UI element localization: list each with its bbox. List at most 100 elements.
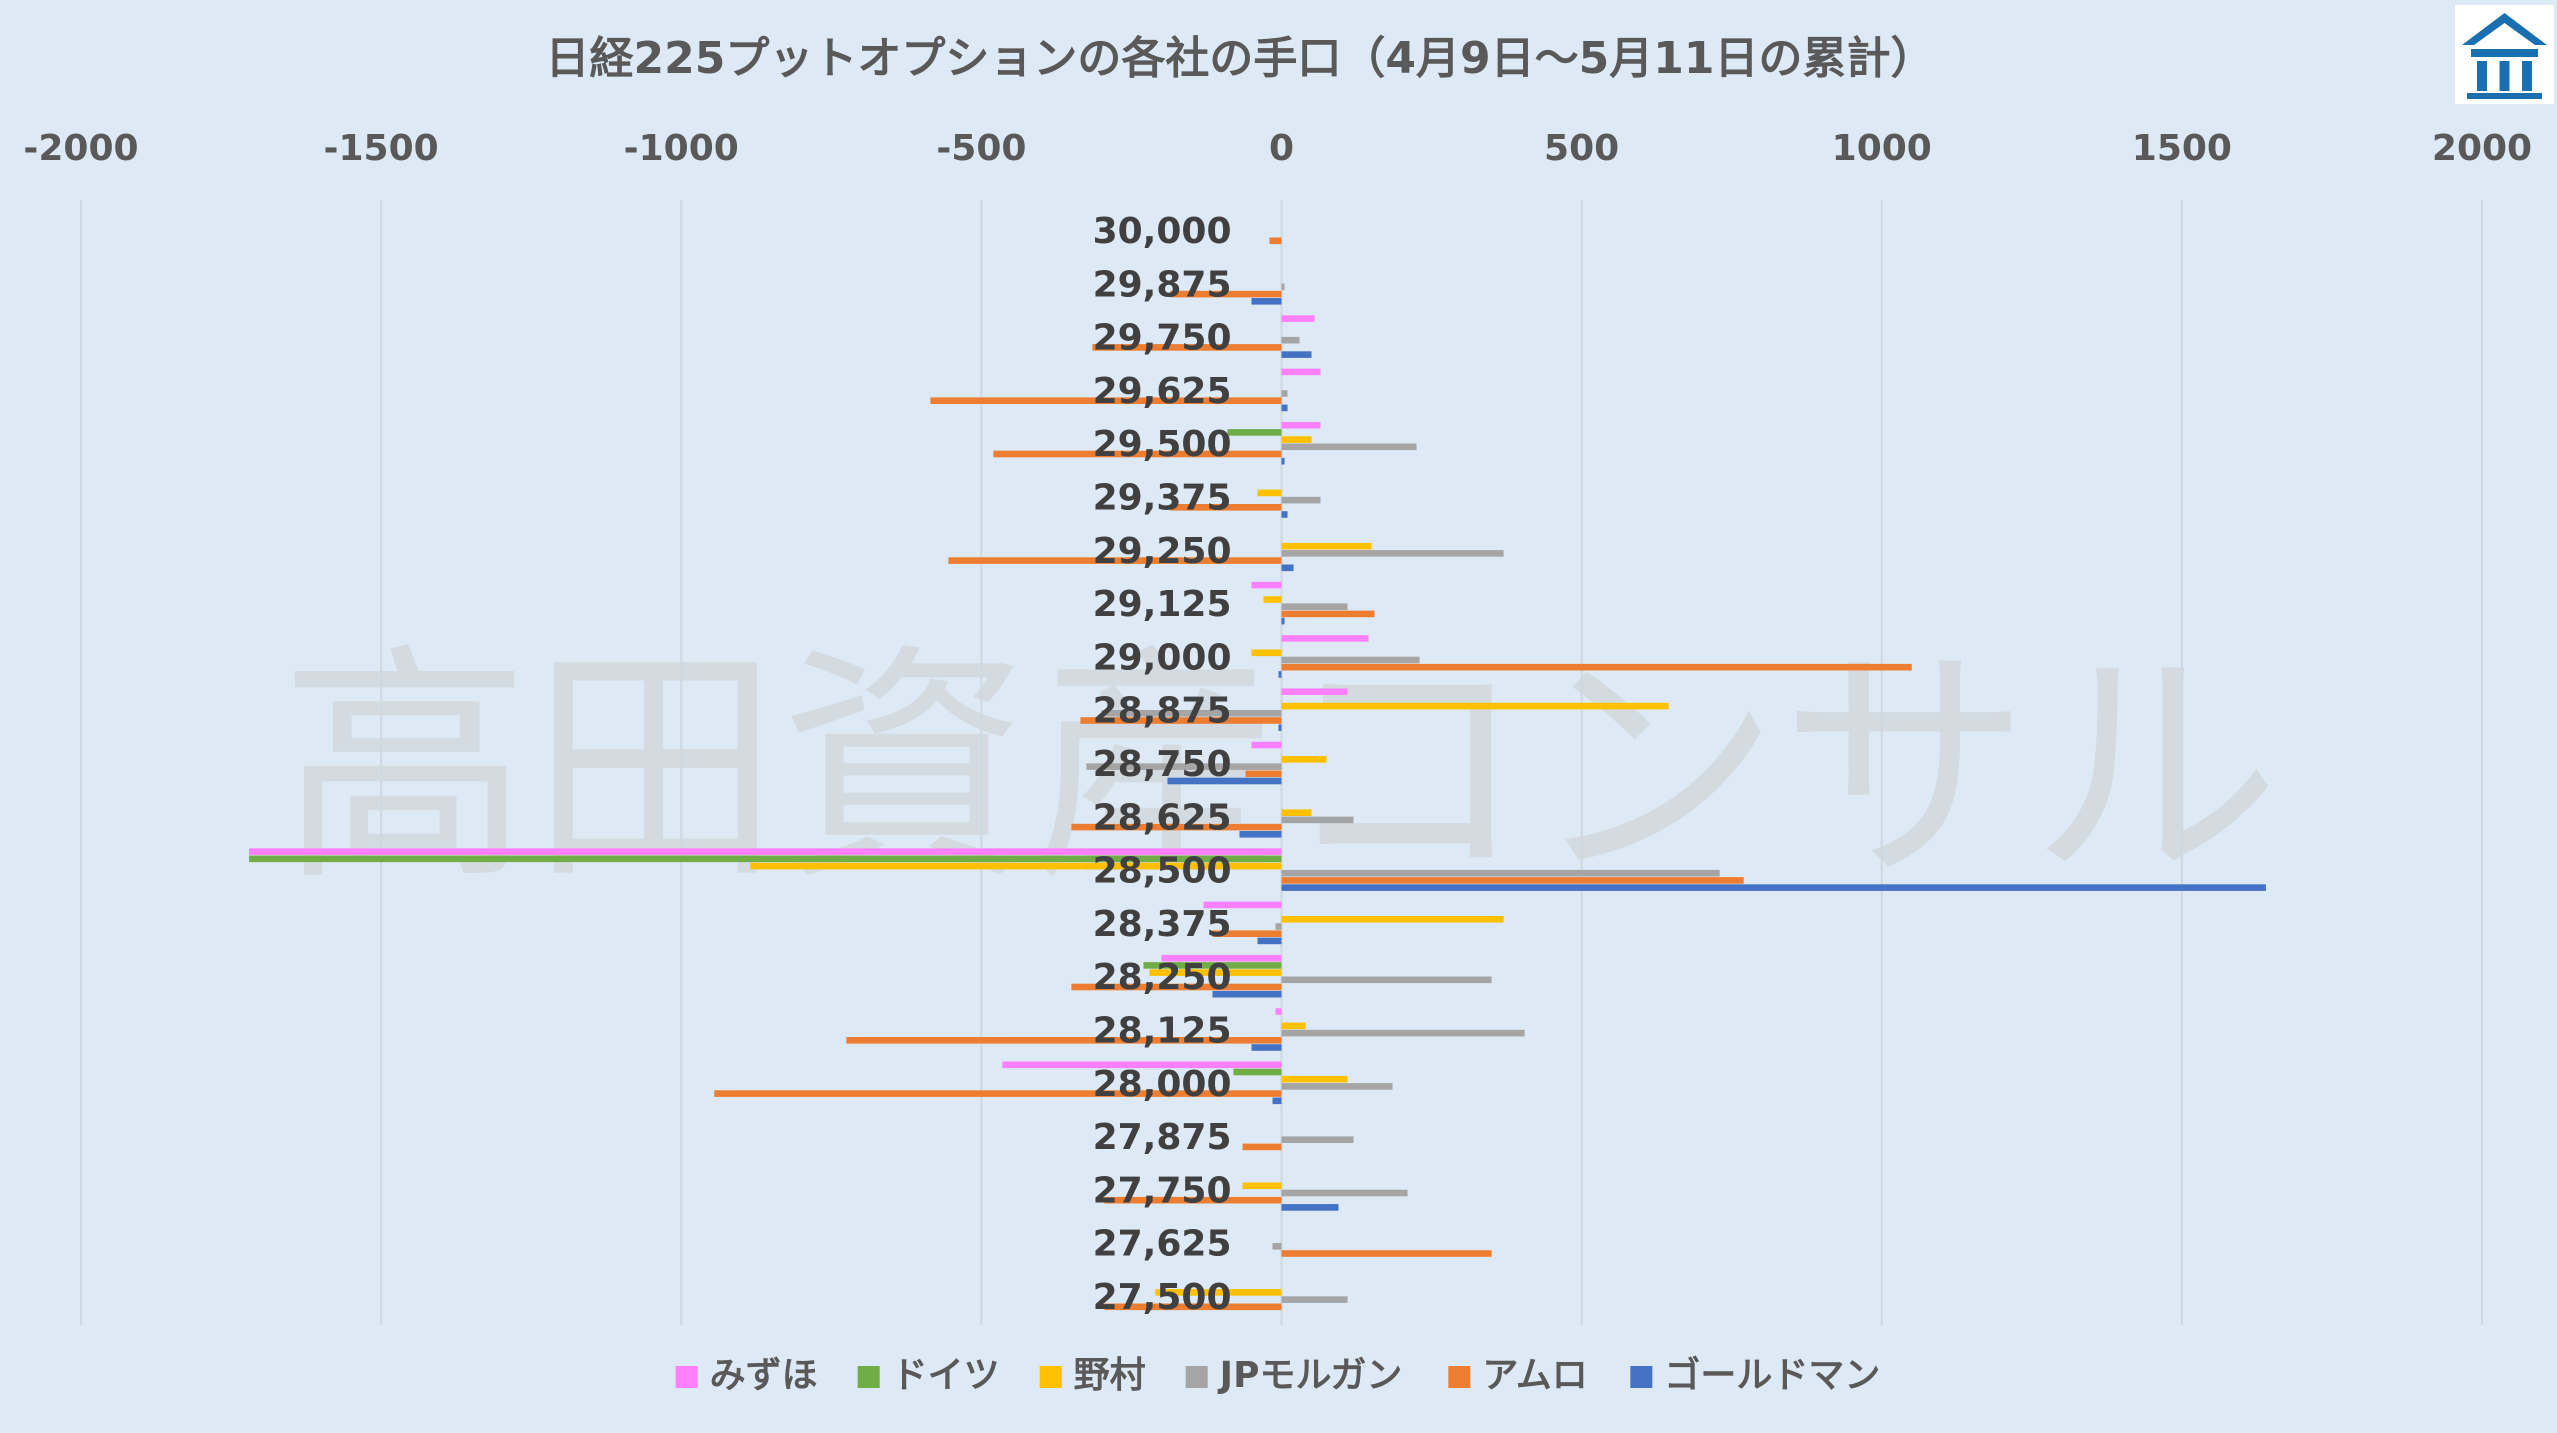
bar-4-2	[1281, 283, 1285, 291]
bar-5-17	[714, 1090, 1282, 1097]
bar-5-11	[1245, 770, 1282, 778]
bar-6-4	[1281, 404, 1288, 412]
bar-6-6	[1281, 511, 1288, 518]
bar-5-5	[993, 450, 1282, 458]
bar-1-13	[249, 848, 1282, 855]
bar-6-13	[1281, 884, 2266, 891]
bar-6-9	[1278, 671, 1282, 678]
x-tick-label: 500	[1544, 128, 1619, 169]
bar-1-5	[1281, 421, 1321, 429]
bar-5-16	[846, 1037, 1282, 1044]
bar-3-14	[1281, 916, 1504, 923]
bar-5-15	[1071, 983, 1282, 991]
x-tick-label: 1500	[2132, 128, 2232, 169]
bar-6-7	[1281, 564, 1294, 572]
bar-3-8	[1263, 596, 1282, 603]
bar-4-7	[1281, 550, 1504, 557]
bar-6-5	[1281, 457, 1285, 465]
bar-4-5	[1281, 443, 1417, 451]
legend-swatch	[1630, 1366, 1653, 1388]
bar-4-19	[1281, 1189, 1408, 1197]
bar-6-2	[1251, 298, 1282, 305]
category-label: 29,875	[1093, 264, 1232, 305]
bar-4-9	[1281, 656, 1420, 664]
category-label: 29,250	[1093, 531, 1232, 572]
category-label: 28,375	[1093, 904, 1232, 945]
x-tick-label: -2000	[23, 128, 138, 169]
bar-4-10	[1101, 710, 1282, 717]
x-tick-label: 2000	[2432, 128, 2532, 169]
legend-label: みずほ	[710, 1355, 818, 1396]
legend-swatch	[675, 1366, 698, 1388]
bar-3-5	[1281, 436, 1312, 443]
x-tick-label: 0	[1269, 128, 1294, 169]
bar-4-6	[1281, 496, 1321, 504]
bar-4-8	[1281, 603, 1348, 610]
category-label: 28,625	[1093, 797, 1232, 838]
legend-swatch	[1039, 1366, 1062, 1388]
building-logo-icon	[2462, 13, 2547, 99]
x-tick-label: 1000	[1832, 128, 1932, 169]
bar-6-16	[1251, 1044, 1282, 1051]
bar-2-15	[1143, 962, 1282, 969]
bar-5-7	[948, 557, 1282, 564]
bar-6-10	[1278, 724, 1282, 731]
bar-6-17	[1272, 1097, 1282, 1105]
bar-5-6	[1170, 504, 1282, 511]
bar-3-7	[1281, 542, 1372, 550]
category-label: 29,750	[1093, 318, 1232, 359]
bar-3-11	[1281, 756, 1327, 763]
legend-swatch	[1448, 1366, 1471, 1388]
category-label: 27,875	[1093, 1117, 1232, 1158]
category-label: 29,375	[1093, 478, 1232, 519]
bar-6-15	[1212, 990, 1282, 998]
bar-5-10	[1080, 717, 1282, 724]
bar-3-10	[1281, 702, 1669, 710]
chart-title: 日経225プットオプションの各社の手口（4月9日～5月11日の累計）	[546, 33, 1935, 84]
category-label: 27,500	[1093, 1277, 1232, 1318]
bar-4-3	[1281, 336, 1300, 344]
bar-4-11	[1086, 763, 1282, 770]
bar-4-17	[1281, 1083, 1393, 1090]
bar-5-14	[1212, 930, 1282, 937]
legend-label: JPモルガン	[1217, 1355, 1403, 1396]
bar-1-11	[1251, 741, 1282, 749]
bar-2-13	[249, 855, 1282, 863]
bar-2-17	[1233, 1068, 1282, 1076]
bar-5-19	[1104, 1196, 1282, 1204]
category-label: 27,625	[1093, 1224, 1232, 1265]
legend-label: 野村	[1074, 1355, 1146, 1396]
legend-label: ゴールドマン	[1664, 1354, 1880, 1396]
bar-5-2	[1170, 290, 1282, 298]
bar-3-17	[1281, 1075, 1348, 1083]
category-label: 28,875	[1093, 691, 1232, 732]
bar-5-13	[1281, 877, 1744, 884]
bar-6-11	[1167, 777, 1282, 785]
bar-5-8	[1281, 610, 1375, 618]
bar-3-19	[1242, 1182, 1282, 1190]
bar-4-20	[1272, 1243, 1282, 1250]
bar-4-21	[1281, 1296, 1348, 1303]
bar-3-13	[750, 862, 1282, 870]
category-label: 27,750	[1093, 1170, 1232, 1211]
bar-1-17	[1002, 1061, 1282, 1069]
bar-4-14	[1275, 923, 1282, 930]
bar-3-12	[1281, 809, 1312, 816]
category-label: 28,000	[1093, 1064, 1232, 1105]
bar-3-15	[1149, 969, 1282, 976]
bar-1-16	[1275, 1008, 1282, 1015]
bar-5-3	[1092, 344, 1282, 351]
category-label: 30,000	[1093, 211, 1232, 252]
bar-6-12	[1239, 831, 1282, 838]
category-label: 28,500	[1093, 851, 1232, 892]
bar-4-15	[1281, 976, 1492, 984]
company-logo	[2455, 5, 2554, 104]
category-label: 28,125	[1093, 1011, 1232, 1052]
legend-swatch	[857, 1366, 880, 1388]
bar-4-4	[1281, 390, 1288, 397]
category-label: 28,750	[1093, 744, 1232, 785]
bar-5-18	[1242, 1143, 1282, 1151]
legend-label: ドイツ	[892, 1355, 1000, 1396]
